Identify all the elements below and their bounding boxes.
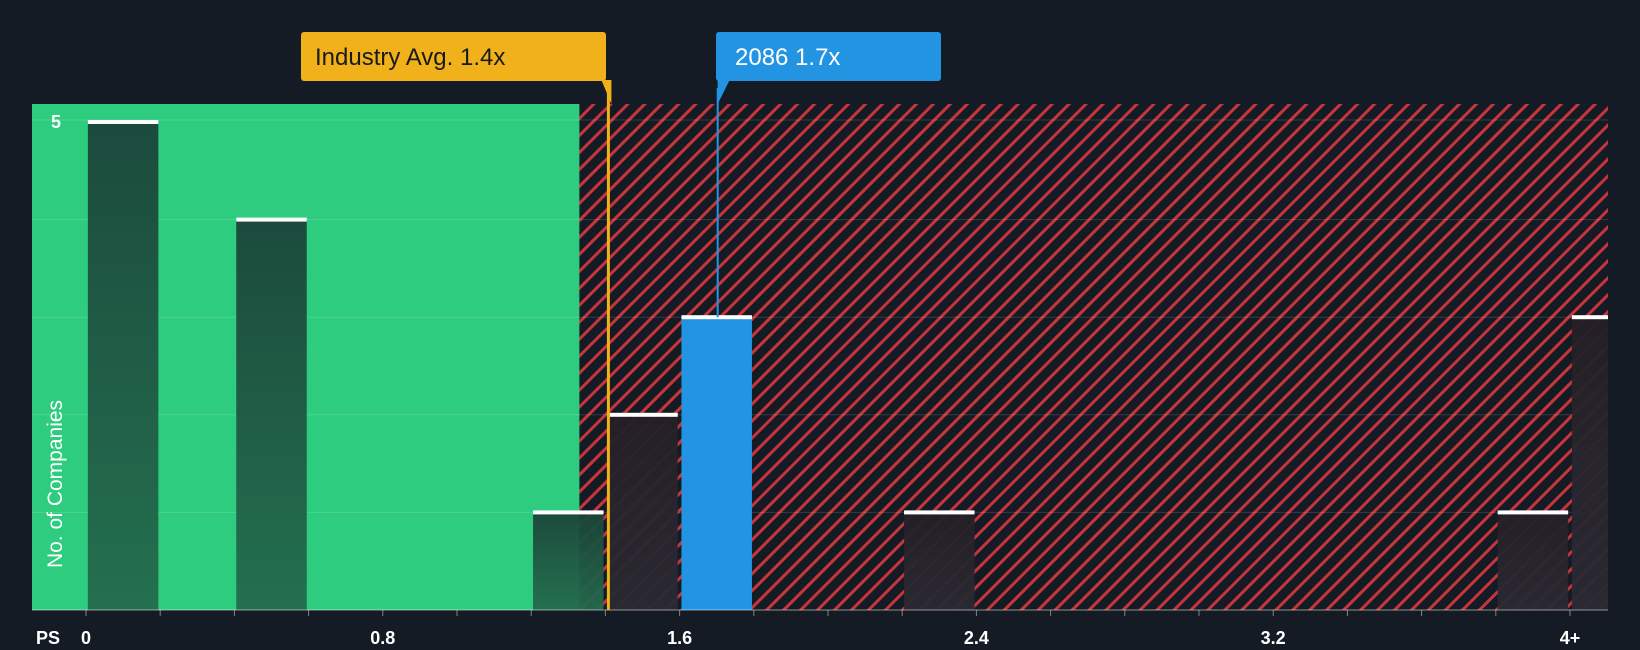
histogram-bar [904,512,975,610]
bar-cap [533,510,604,515]
y-tick-label: 5 [51,112,61,132]
company-pointer [717,80,730,104]
x-tick-label: 4+ [1560,628,1581,648]
industry-avg-label-box [301,32,606,81]
histogram-bar [236,219,307,610]
bar-cap [1571,315,1608,320]
bar-cap [87,120,159,124]
x-tick-label: 1.6 [667,628,692,648]
company-bar [681,317,752,610]
x-tick-label: 2.4 [964,628,989,648]
histogram-bar [87,122,159,610]
x-tick-label: 0 [81,628,91,648]
bar-cap [607,412,678,417]
histogram-bar [607,414,678,610]
company-label: 2086 1.7x [735,44,840,71]
histogram-bar [1571,317,1608,610]
company-label-box [716,32,941,81]
y-axis-label: No. of Companies [44,400,67,568]
x-axis-label: PS [36,628,60,648]
x-tick-label: 0.8 [370,628,395,648]
x-tick-label: 3.2 [1261,628,1286,648]
histogram-bar [533,512,604,610]
industry-avg-label: Industry Avg. 1.4x [315,44,505,71]
industry-avg-pointer [601,80,612,104]
bar-cap [1497,510,1569,515]
histogram-bar [1497,512,1569,610]
bar-cap [236,217,307,222]
bar-cap [904,510,975,515]
